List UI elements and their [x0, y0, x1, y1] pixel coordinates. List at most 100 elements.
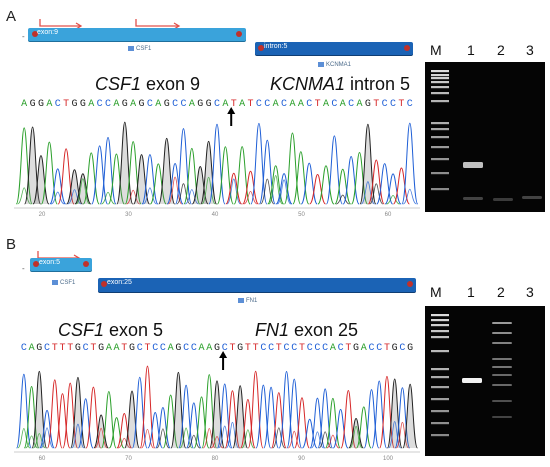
panel-a-base-10: C	[105, 99, 111, 110]
panel-a-base-44: C	[390, 99, 396, 110]
panel-b-base-8: C	[83, 343, 89, 354]
panel-a-peak-31	[275, 173, 293, 205]
panel-a-peak-17	[158, 137, 176, 205]
panel-b-base-19: A	[168, 343, 174, 354]
panel-b-gel-lane-2-band-7	[492, 400, 512, 402]
panel-a-base-42: T	[373, 99, 379, 110]
panel-a-base-33: A	[298, 99, 304, 110]
panel-a-base-46: C	[407, 99, 413, 110]
panel-a-base-21: G	[197, 99, 203, 110]
panel-a-base-11: A	[113, 99, 119, 110]
panel-b-peak-43	[348, 418, 364, 449]
panel-a-base-35: T	[315, 99, 321, 110]
panel-b-peak-30	[247, 370, 264, 449]
panel-b-lane-3: 3	[526, 284, 534, 300]
panel-a-lane-3: 3	[526, 42, 534, 58]
panel-b-peak-39	[317, 388, 333, 449]
panel-b-gene-right-tag: FN1	[238, 298, 257, 304]
panel-b-peak-1	[23, 385, 40, 449]
panel-b-peak-26	[216, 383, 233, 449]
panel-b-base-45: C	[369, 343, 375, 354]
panel-a-base-0: A	[21, 99, 27, 110]
panel-b-gel-marker-band-2	[431, 324, 449, 327]
panel-a-tick-3: 50	[298, 212, 305, 218]
panel-b-peak-27	[224, 390, 241, 449]
panel-b-tick-0: 60	[39, 456, 46, 462]
panel-a-peak-29	[258, 139, 276, 205]
panel-a-base-24: A	[222, 99, 228, 110]
panel-a-base-38: A	[340, 99, 346, 110]
panel-a-peak-38	[334, 168, 352, 205]
panel-b-peak-34	[278, 370, 295, 449]
panel-b-minor-peak-0	[17, 428, 31, 449]
panel-b-peak-12	[108, 417, 125, 449]
panel-a-gel-marker-band-12	[431, 172, 449, 175]
panel-b-base-0: C	[21, 343, 27, 354]
panel-b-base-33: T	[276, 343, 282, 354]
panel-b-peak-5	[54, 393, 71, 449]
panel-b-peak-22	[185, 402, 202, 449]
panel-b-peak-24	[201, 374, 218, 449]
panel-b-peak-8	[77, 398, 94, 449]
panel-b-peak-23	[193, 396, 210, 449]
panel-b-base-30: T	[253, 343, 259, 354]
panel-a-gel-marker-band-1	[431, 74, 449, 77]
panel-b-gel-marker-band-0	[431, 314, 449, 317]
panel-a-minor-peak-46	[402, 188, 417, 205]
panel-a-gel-marker-band-6	[431, 100, 449, 103]
panel-a-gel-lane-1-band-0	[463, 162, 483, 168]
panel-a-minor-peak-4	[50, 191, 65, 205]
panel-a-gel-marker-band-7	[431, 122, 449, 125]
panel-b-gene-left-tag: CSF1	[52, 280, 75, 286]
panel-b-exon-right-label: exon:25	[107, 279, 132, 286]
panel-a-base-34: C	[306, 99, 312, 110]
panel-b-exon-25-bar: exon:25	[98, 278, 416, 292]
panel-a-peak-19	[175, 128, 192, 205]
panel-a-minor-peak-18	[167, 176, 183, 205]
panel-a-minor-peak-42	[369, 183, 384, 205]
panel-b-junction-arrowhead	[219, 351, 228, 358]
panel-b-label: B	[6, 236, 17, 253]
panel-a-gene-right-tag: KCNMA1	[318, 62, 351, 68]
panel-b-base-17: C	[152, 343, 158, 354]
panel-b-peak-46	[371, 380, 388, 449]
panel-b-peak-49	[394, 387, 411, 449]
panel-b-gel-lane-2-band-5	[492, 374, 512, 376]
panel-a-minor-peak-30	[268, 175, 283, 205]
panel-a-peak-41	[359, 123, 377, 205]
panel-a-peak-27	[242, 170, 259, 205]
panel-b-peak-10	[93, 414, 109, 449]
panel-b-base-6: T	[67, 343, 73, 354]
panel-b-lane-m: M	[430, 284, 442, 300]
panel-a-base-25: T	[231, 99, 237, 110]
panel-a-gel	[425, 62, 545, 212]
panel-a-minor-peak-38	[335, 194, 350, 205]
panel-a-peak-2	[32, 155, 50, 205]
panel-a-base-14: G	[139, 99, 145, 110]
panel-b-gel-marker-band-8	[431, 386, 449, 389]
panel-b-base-22: C	[191, 343, 197, 354]
panel-a-peak-36	[317, 165, 335, 205]
panel-b-minor-peak-10	[94, 427, 108, 449]
panel-b-gel-marker-band-3	[431, 330, 449, 333]
panel-b-gel-marker-band-10	[431, 410, 449, 413]
panel-a-base-15: C	[147, 99, 153, 110]
panel-b-base-49: C	[399, 343, 405, 354]
panel-a-base-28: C	[256, 99, 262, 110]
panel-a-gel-marker-band-10	[431, 146, 449, 149]
panel-a-minor-peak-0	[17, 187, 32, 205]
panel-a-tick-1: 30	[125, 212, 132, 218]
panel-a-base-31: C	[281, 99, 287, 110]
panel-a-peak-1	[24, 126, 42, 205]
panel-a-peak-39	[342, 155, 360, 205]
panel-b-base-48: G	[392, 343, 398, 354]
panel-a-peak-13	[124, 141, 142, 205]
panel-b-base-50: G	[407, 343, 413, 354]
panel-a-base-20: A	[189, 99, 195, 110]
panel-a-peak-9	[91, 145, 109, 205]
panel-a-peak-10	[99, 137, 117, 205]
panel-b-minor-peak-22	[187, 434, 201, 449]
panel-b-peak-31	[255, 384, 272, 449]
panel-b-base-9: T	[90, 343, 96, 354]
panel-b-gel-marker-band-9	[431, 398, 449, 401]
